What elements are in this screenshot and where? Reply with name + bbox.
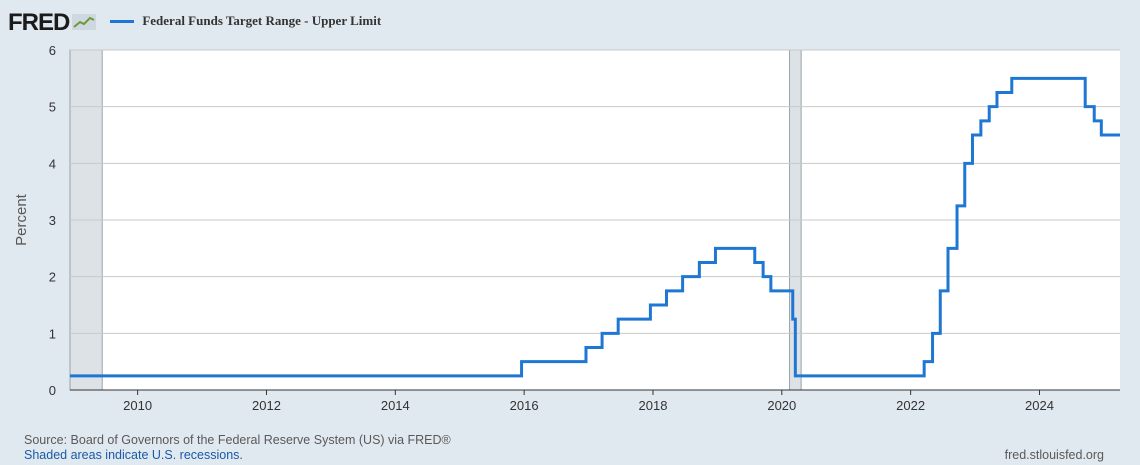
x-tick-label: 2024 bbox=[1025, 398, 1054, 413]
legend-swatch bbox=[110, 19, 135, 23]
legend-label: Federal Funds Target Range - Upper Limit bbox=[142, 13, 382, 28]
recession-note[interactable]: Shaded areas indicate U.S. recessions. bbox=[24, 448, 243, 462]
x-tick-label: 2016 bbox=[510, 398, 539, 413]
x-tick-label: 2022 bbox=[896, 398, 925, 413]
x-tick-label: 2014 bbox=[381, 398, 410, 413]
x-axis: 2010 2012 2014 2016 2018 2020 2022 2024 bbox=[70, 389, 1120, 413]
fred-logo[interactable]: FRED bbox=[8, 9, 70, 36]
site-link[interactable]: fred.stlouisfed.org bbox=[1004, 448, 1104, 462]
x-tick-label: 2010 bbox=[123, 398, 152, 413]
x-tick-label: 2018 bbox=[639, 398, 668, 413]
y-tick-label: 3 bbox=[49, 213, 56, 228]
y-tick-label: 2 bbox=[49, 270, 56, 285]
gridlines bbox=[70, 49, 1120, 334]
y-axis: 0 1 2 3 4 5 6 bbox=[49, 43, 56, 398]
footer-notes: Source: Board of Governors of the Federa… bbox=[24, 433, 451, 463]
y-axis-label: Percent bbox=[13, 193, 30, 246]
y-tick-label: 1 bbox=[49, 326, 56, 341]
y-tick-label: 4 bbox=[49, 156, 56, 171]
y-tick-label: 0 bbox=[49, 383, 56, 398]
source-note: Source: Board of Governors of the Federa… bbox=[24, 433, 451, 447]
x-tick-label: 2012 bbox=[252, 398, 281, 413]
x-tick-label: 2020 bbox=[767, 398, 796, 413]
chart-line-icon bbox=[72, 14, 97, 30]
y-tick-label: 5 bbox=[49, 100, 56, 115]
legend: Federal Funds Target Range - Upper Limit bbox=[110, 13, 381, 29]
y-tick-label: 6 bbox=[49, 43, 56, 58]
series-layer bbox=[70, 76, 1120, 378]
chart-header: FRED Federal Funds Target Range - Upper … bbox=[8, 6, 381, 36]
series-line bbox=[70, 76, 1120, 378]
